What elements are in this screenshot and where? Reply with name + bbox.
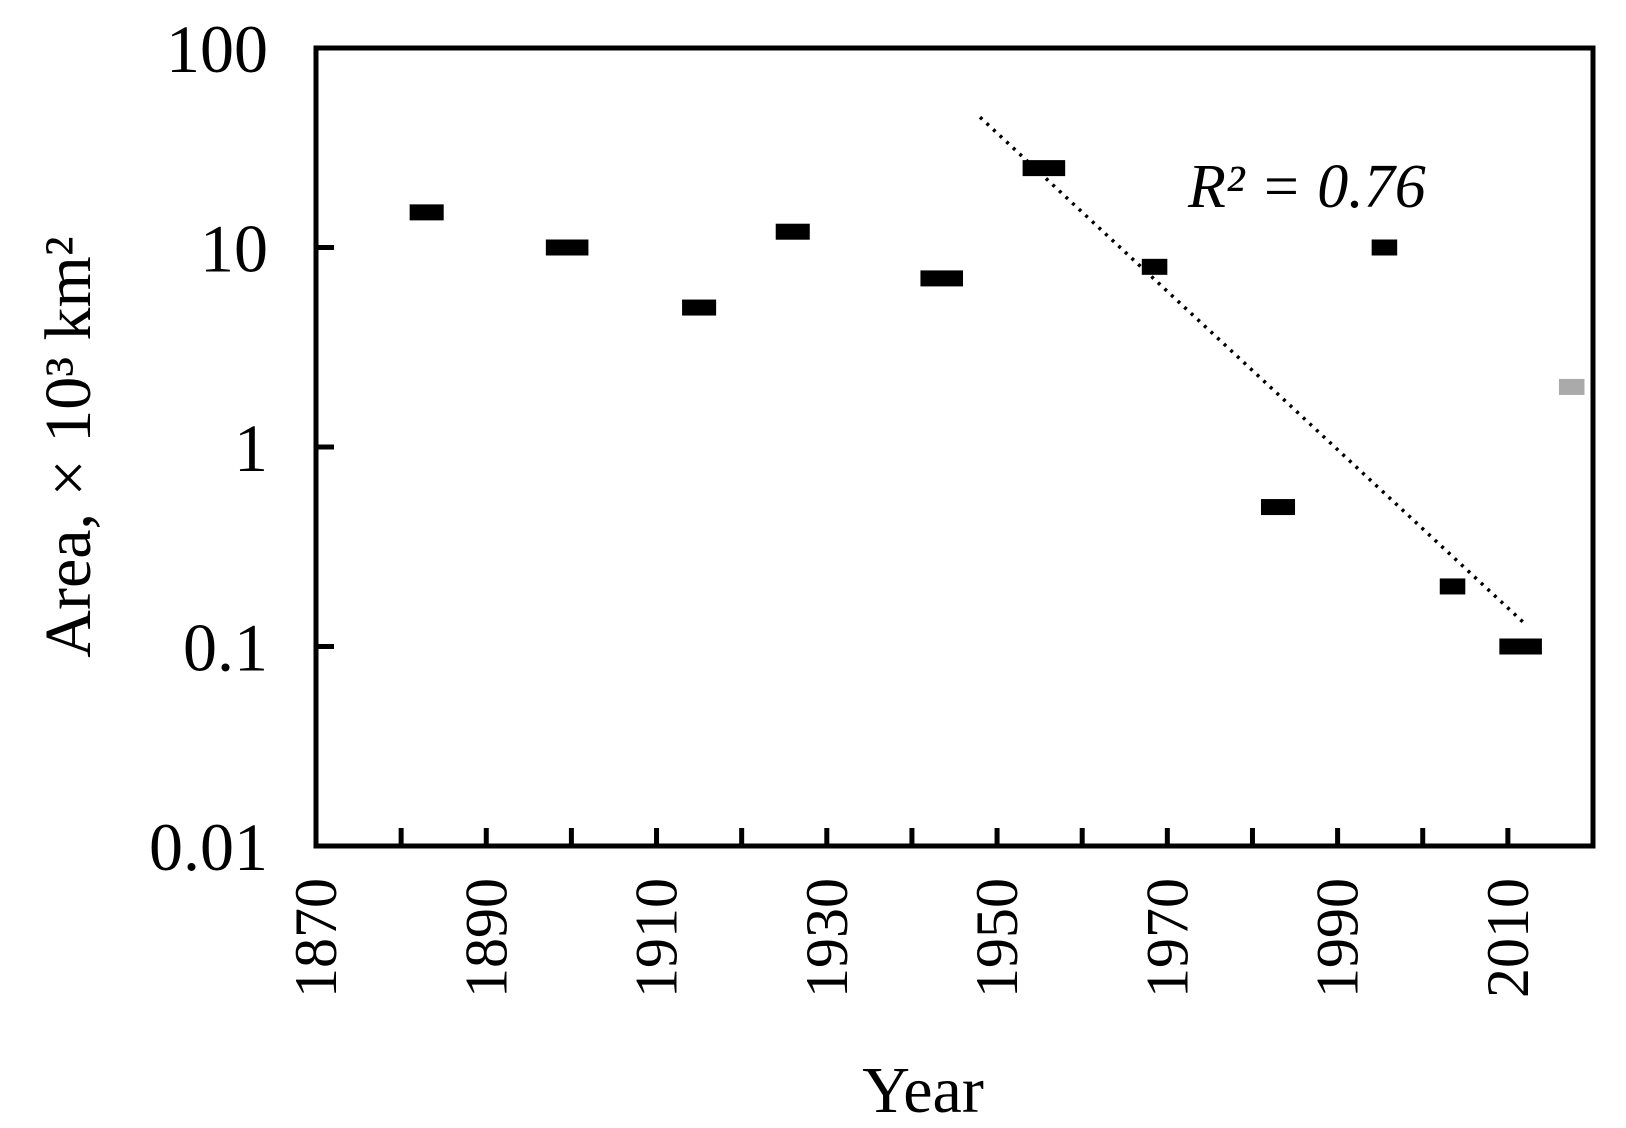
x-tick-label: 1910 bbox=[624, 878, 690, 998]
data-point bbox=[1141, 258, 1168, 275]
y-tick-label: 10 bbox=[200, 211, 268, 287]
data-point bbox=[1371, 239, 1398, 256]
x-tick-label: 1990 bbox=[1305, 878, 1371, 998]
data-point bbox=[1558, 378, 1585, 395]
x-tick-label: 1870 bbox=[283, 878, 349, 998]
y-tick-label: 0.1 bbox=[183, 610, 268, 686]
data-point bbox=[409, 204, 444, 221]
y-tick-label: 0.01 bbox=[149, 809, 268, 885]
x-tick-label: 1950 bbox=[964, 878, 1030, 998]
x-tick-label: 1890 bbox=[453, 878, 519, 998]
y-tick-label: 100 bbox=[166, 11, 268, 87]
y-tick-labels: 100 10 1 0.1 0.01 bbox=[149, 11, 268, 885]
x-tick-label: 2010 bbox=[1475, 878, 1541, 998]
trendline bbox=[978, 115, 1527, 626]
data-point bbox=[775, 223, 810, 240]
data-point bbox=[1260, 499, 1296, 516]
data-point bbox=[1439, 578, 1466, 595]
y-tick-label: 1 bbox=[234, 410, 268, 486]
data-point bbox=[1499, 638, 1542, 655]
x-tick-label: 1970 bbox=[1134, 878, 1200, 998]
data-point bbox=[682, 299, 717, 316]
x-tick-labels: 1870 1890 1910 1930 1950 1970 1990 2010 bbox=[283, 878, 1541, 998]
data-point bbox=[920, 270, 964, 287]
data-point bbox=[1022, 160, 1066, 177]
data-point bbox=[545, 239, 589, 256]
x-tick-label: 1930 bbox=[794, 878, 860, 998]
r-squared-annotation: R² = 0.76 bbox=[1187, 153, 1426, 221]
y-axis-title: Area, × 10³ km² bbox=[32, 236, 105, 657]
x-tick-marks bbox=[316, 245, 1511, 846]
x-axis-title: Year bbox=[862, 1054, 984, 1127]
data-points bbox=[409, 160, 1585, 655]
